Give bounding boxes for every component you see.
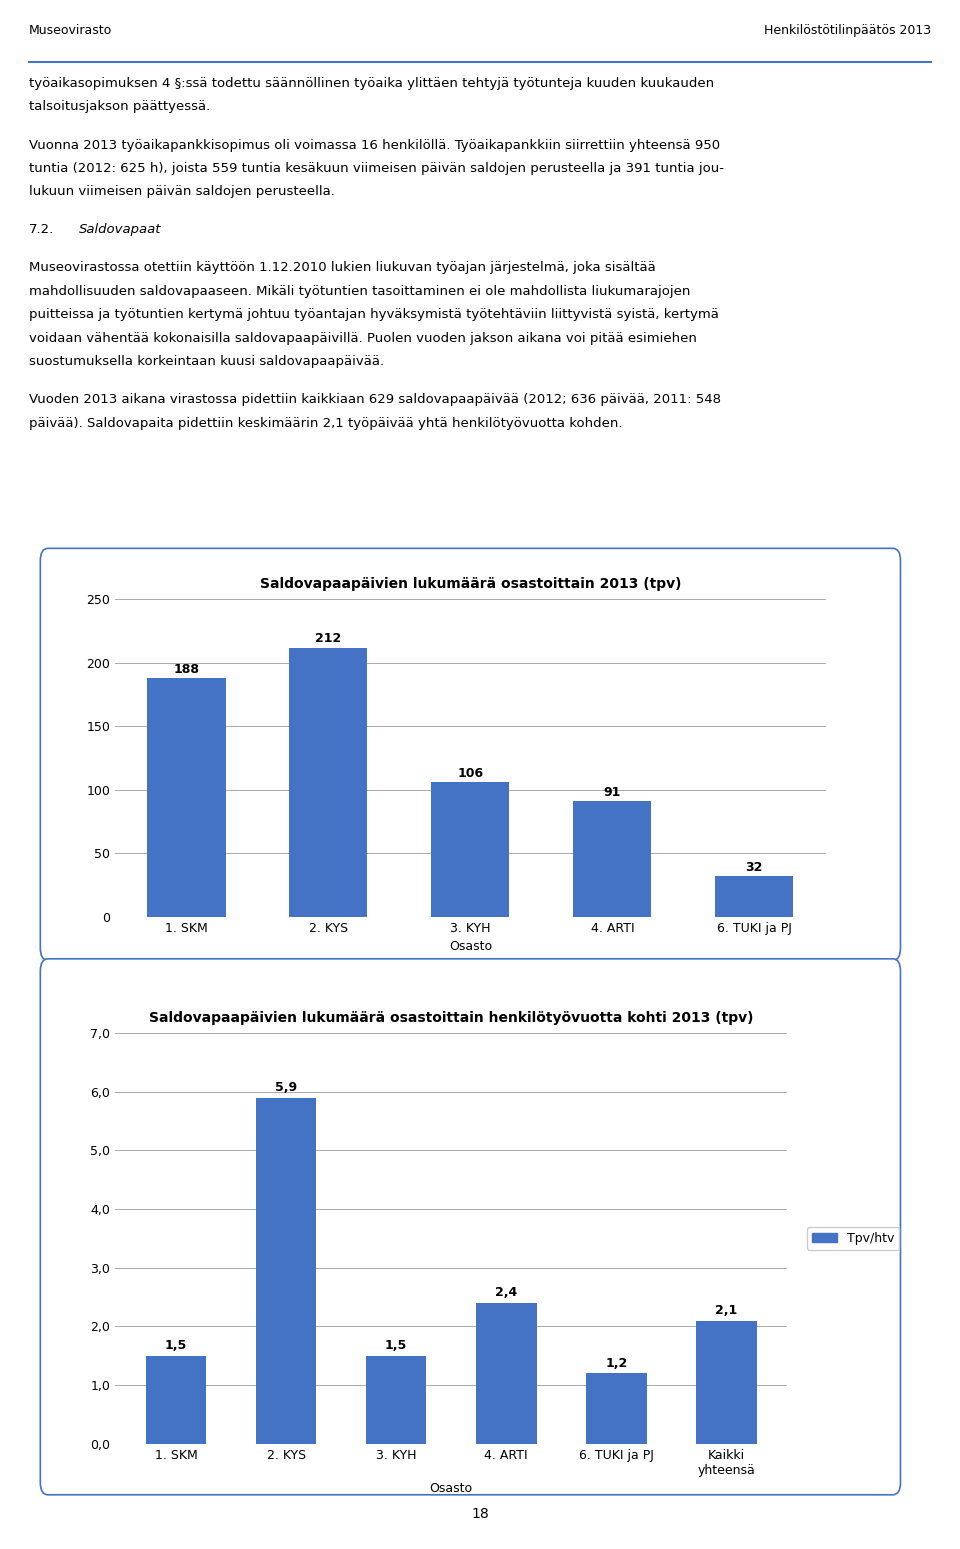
Text: 212: 212: [315, 632, 342, 646]
Text: voidaan vähentää kokonaisilla saldovapaapäivillä. Puolen vuoden jakson aikana vo: voidaan vähentää kokonaisilla saldovapaa…: [29, 331, 697, 345]
Text: Museovirastossa otettiin käyttöön 1.12.2010 lukien liukuvan työajan järjestelmä,: Museovirastossa otettiin käyttöön 1.12.2…: [29, 262, 656, 274]
Text: 32: 32: [746, 861, 763, 874]
Title: Saldovapaapäivien lukumäärä osastoittain 2013 (tpv): Saldovapaapäivien lukumäärä osastoittain…: [259, 578, 682, 592]
Text: 106: 106: [457, 767, 484, 779]
Bar: [715, 877, 793, 917]
Text: 91: 91: [604, 785, 621, 799]
Legend: Tpv/htv: Tpv/htv: [807, 1227, 900, 1250]
X-axis label: Osasto: Osasto: [449, 940, 492, 954]
Text: Museovirasto: Museovirasto: [29, 25, 112, 37]
Bar: [289, 647, 368, 917]
Text: 5,9: 5,9: [275, 1081, 298, 1094]
Bar: [148, 678, 226, 917]
X-axis label: Osasto: Osasto: [430, 1482, 472, 1495]
Text: 1,5: 1,5: [385, 1340, 407, 1352]
Text: 188: 188: [174, 663, 200, 675]
Text: Henkilöstötilinpäätös 2013: Henkilöstötilinpäätös 2013: [764, 25, 931, 37]
Bar: [366, 1355, 426, 1444]
Bar: [476, 1303, 537, 1444]
Text: lukuun viimeisen päivän saldojen perusteella.: lukuun viimeisen päivän saldojen peruste…: [29, 186, 335, 198]
Bar: [431, 782, 510, 917]
Bar: [586, 1374, 647, 1444]
Text: 7.2.: 7.2.: [29, 223, 54, 237]
Text: puitteissa ja työtuntien kertymä johtuu työantajan hyväksymistä työtehtäviin lii: puitteissa ja työtuntien kertymä johtuu …: [29, 308, 719, 321]
Text: 1,2: 1,2: [605, 1357, 628, 1369]
Text: 2,4: 2,4: [495, 1286, 517, 1300]
Bar: [255, 1098, 317, 1444]
Text: Vuonna 2013 työaikapankkisopimus oli voimassa 16 henkilöllä. Työaikapankkiin sii: Vuonna 2013 työaikapankkisopimus oli voi…: [29, 138, 720, 152]
Bar: [696, 1320, 756, 1444]
Text: suostumuksella korkeintaan kuusi saldovapaapäivää.: suostumuksella korkeintaan kuusi saldova…: [29, 355, 384, 369]
Text: mahdollisuuden saldovapaaseen. Mikäli työtuntien tasoittaminen ei ole mahdollist: mahdollisuuden saldovapaaseen. Mikäli ty…: [29, 285, 690, 297]
Text: tuntia (2012: 625 h), joista 559 tuntia kesäkuun viimeisen päivän saldojen perus: tuntia (2012: 625 h), joista 559 tuntia …: [29, 163, 724, 175]
Text: työaikasopimuksen 4 §:ssä todettu säännöllinen työaika ylittäen tehtyjä työtunte: työaikasopimuksen 4 §:ssä todettu säännö…: [29, 77, 714, 90]
Text: päivää). Saldovapaita pidettiin keskimäärin 2,1 työpäivää yhtä henkilötyövuotta : päivää). Saldovapaita pidettiin keskimää…: [29, 417, 622, 429]
Bar: [573, 801, 652, 917]
Text: Saldovapaat: Saldovapaat: [79, 223, 161, 237]
Text: 1,5: 1,5: [165, 1340, 187, 1352]
Text: Vuoden 2013 aikana virastossa pidettiin kaikkiaan 629 saldovapaapäivää (2012; 63: Vuoden 2013 aikana virastossa pidettiin …: [29, 393, 721, 406]
Text: talsoitusjakson päättyessä.: talsoitusjakson päättyessä.: [29, 101, 210, 113]
Text: 2,1: 2,1: [715, 1304, 737, 1317]
Text: 18: 18: [471, 1507, 489, 1521]
Title: Saldovapaapäivien lukumäärä osastoittain henkilötyövuotta kohti 2013 (tpv): Saldovapaapäivien lukumäärä osastoittain…: [149, 1011, 754, 1025]
Bar: [146, 1355, 206, 1444]
